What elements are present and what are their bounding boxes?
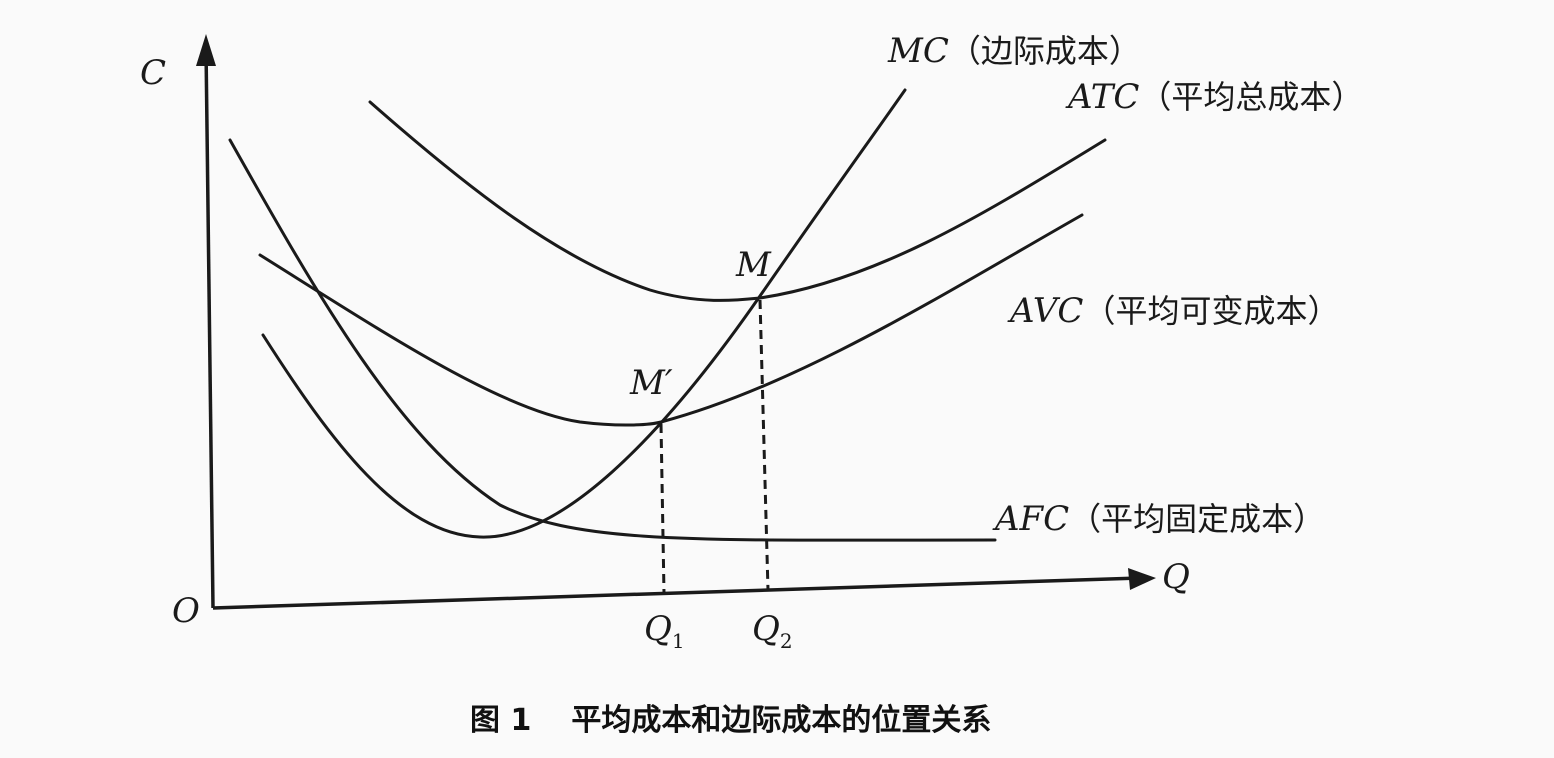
origin-label: O xyxy=(172,591,200,631)
q1-tick-label: Q1 xyxy=(644,609,685,653)
q2-tick-label: Q2 xyxy=(752,609,793,653)
q1-guide xyxy=(659,423,666,594)
point-m-label: M xyxy=(735,245,772,285)
mc-curve xyxy=(261,88,907,539)
y-axis-arrow xyxy=(196,34,216,66)
atc-label-abbr: ATC xyxy=(1065,77,1139,117)
mc-label-abbr: MC xyxy=(887,31,949,71)
y-axis xyxy=(204,47,215,609)
caption-text: 平均成本和边际成本的位置关系 xyxy=(571,703,991,738)
avc-label-name: （平均可变成本） xyxy=(1083,292,1339,330)
avc-curve xyxy=(258,213,1084,427)
avc-label-abbr: AVC xyxy=(1007,291,1083,331)
x-axis xyxy=(212,576,1141,610)
afc-label-abbr: AFC xyxy=(992,499,1069,539)
y-axis-label: C xyxy=(140,53,166,93)
avc-label: AVC（平均可变成本） xyxy=(1007,291,1339,331)
figure-caption: 图 1 平均成本和边际成本的位置关系 xyxy=(470,703,991,738)
afc-label-name: （平均固定成本） xyxy=(1069,500,1325,538)
afc-label: AFC（平均固定成本） xyxy=(992,499,1325,539)
q1-tick-letter: Q xyxy=(644,609,672,649)
atc-label-name: （平均总成本） xyxy=(1139,78,1363,116)
q2-tick-letter: Q xyxy=(752,609,780,649)
caption-number: 图 1 xyxy=(470,703,531,738)
x-axis-label: Q xyxy=(1162,557,1190,597)
mc-label: MC（边际成本） xyxy=(887,31,1141,71)
x-axis-arrow xyxy=(1128,568,1156,590)
q1-tick-subscript: 1 xyxy=(672,629,685,653)
afc-curve xyxy=(228,138,997,542)
atc-label: ATC（平均总成本） xyxy=(1065,77,1363,117)
q2-guide xyxy=(758,299,770,591)
point-m-prime-label: M′ xyxy=(629,363,673,403)
atc-curve xyxy=(368,100,1107,302)
mc-label-name: （边际成本） xyxy=(949,32,1141,70)
q2-tick-subscript: 2 xyxy=(780,629,793,653)
